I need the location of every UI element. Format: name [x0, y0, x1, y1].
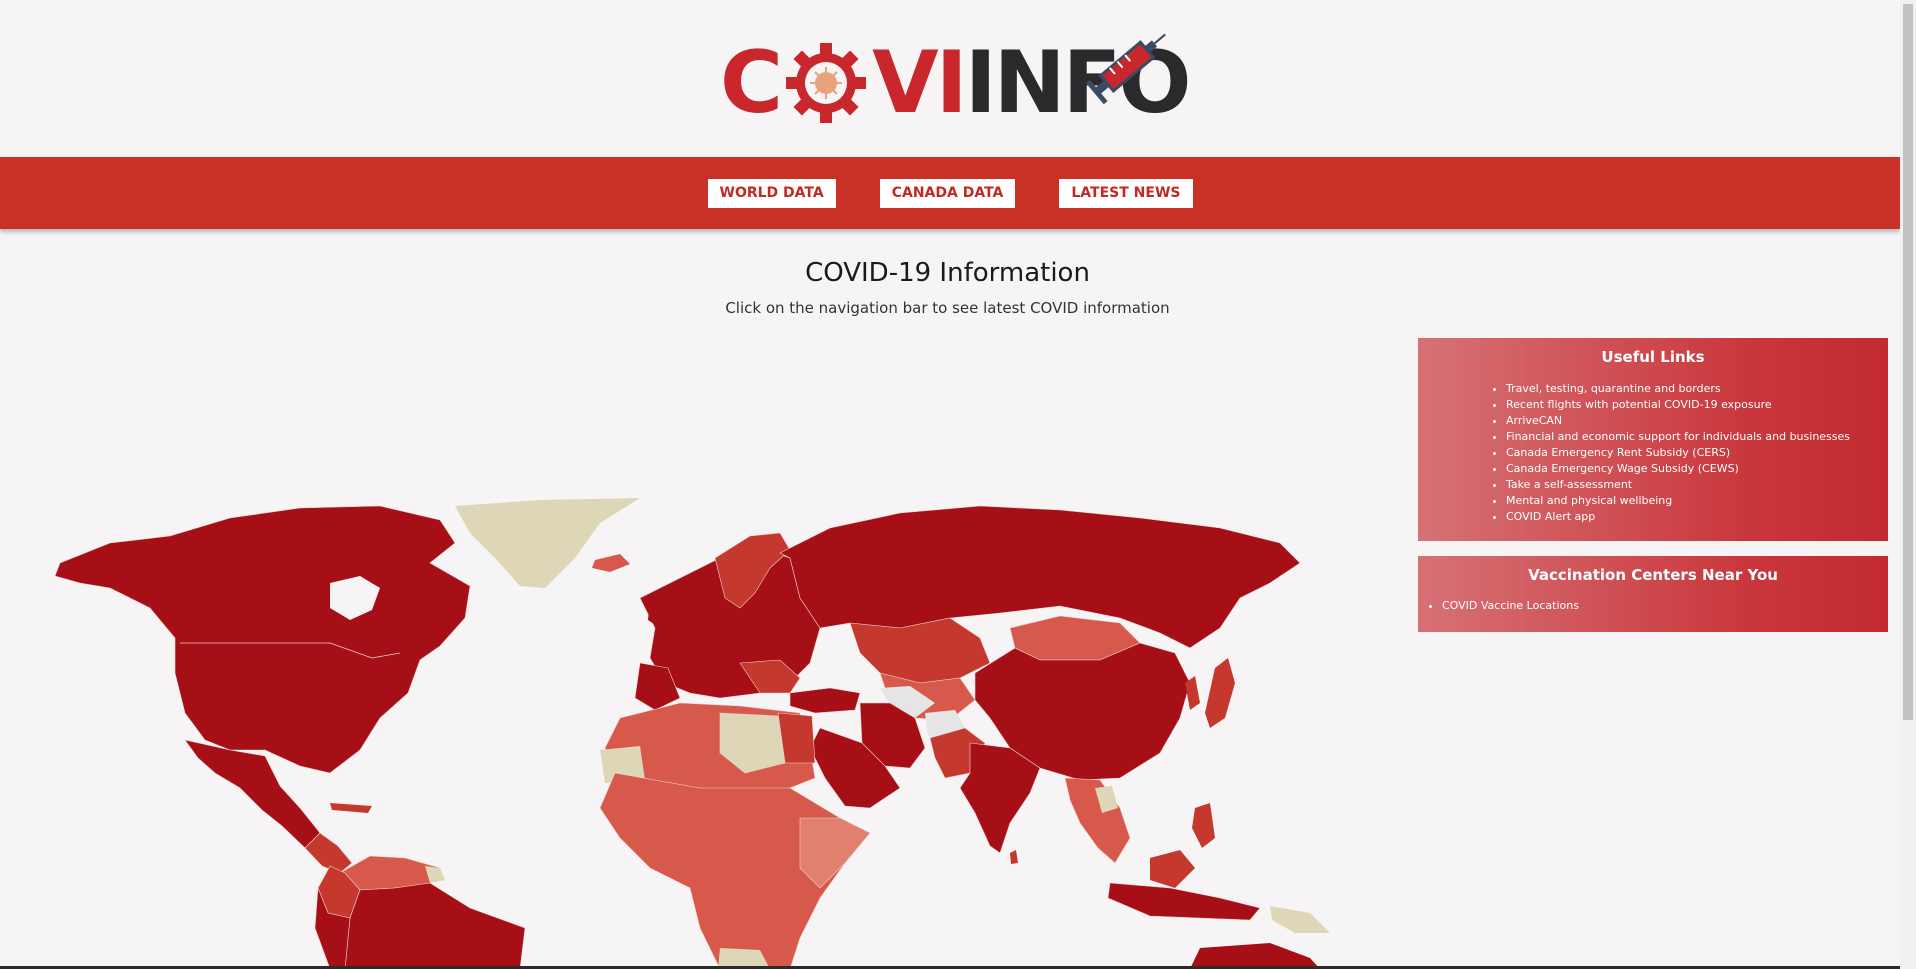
world-covid-map[interactable]	[0, 488, 1400, 969]
map-region-indonesia[interactable]	[1107, 882, 1261, 921]
map-region-turkmenistan[interactable]	[880, 686, 935, 718]
map-region-laos[interactable]	[1095, 786, 1118, 813]
map-region-guyana[interactable]	[425, 866, 445, 883]
map-region-iberia[interactable]	[634, 662, 681, 711]
useful-links-title: Useful Links	[1601, 348, 1705, 366]
site-header: C	[0, 0, 1900, 157]
coviinfo-logo[interactable]: C	[720, 18, 1192, 126]
logo-wordmark: C	[720, 33, 1192, 133]
map-region-papua[interactable]	[1270, 906, 1330, 933]
map-region-russia[interactable]	[779, 505, 1301, 649]
map-region-iceland[interactable]	[592, 554, 630, 572]
useful-link-wellbeing[interactable]: Mental and physical wellbeing	[1506, 493, 1888, 509]
map-region-philippines[interactable]	[1192, 803, 1215, 848]
nav-world-data[interactable]: WORLD DATA	[707, 178, 836, 208]
useful-link-financial-support[interactable]: Financial and economic support for indiv…	[1506, 429, 1888, 445]
map-region-scandinavia[interactable]	[714, 532, 791, 609]
logo-text-info: INFO	[964, 33, 1192, 133]
window-bottom-border	[0, 966, 1900, 969]
logo-text-vi: VI	[872, 33, 968, 133]
useful-link-arrivecan[interactable]: ArriveCAN	[1506, 413, 1888, 429]
syringe-icon	[1085, 33, 1166, 105]
map-region-japan[interactable]	[1205, 658, 1235, 728]
world-map-svg[interactable]	[0, 488, 1400, 969]
map-region-korea[interactable]	[1185, 676, 1200, 710]
map-region-north-america[interactable]	[54, 505, 471, 774]
vaccination-panel: Vaccination Centers Near You COVID Vacci…	[1418, 556, 1888, 632]
useful-link-covid-alert[interactable]: COVID Alert app	[1506, 509, 1888, 525]
useful-links-list: Travel, testing, quarantine and borders …	[1418, 381, 1888, 525]
map-border-line	[180, 642, 401, 659]
gear-virus-icon	[786, 43, 867, 123]
map-region-borneo[interactable]	[1150, 850, 1195, 888]
vaccination-title: Vaccination Centers Near You	[1528, 566, 1778, 584]
page-scrollbar[interactable]	[1900, 0, 1916, 969]
map-region-peru[interactable]	[314, 887, 351, 969]
map-region-china[interactable]	[974, 642, 1191, 781]
map-region-greenland[interactable]	[455, 498, 640, 588]
map-region-balkans[interactable]	[739, 659, 801, 694]
useful-link-cews[interactable]: Canada Emergency Wage Subsidy (CEWS)	[1506, 461, 1888, 477]
map-region-libya[interactable]	[719, 712, 786, 774]
map-region-sri-lanka[interactable]	[1010, 850, 1018, 864]
map-region-cuba[interactable]	[330, 803, 372, 813]
scrollbar-thumb[interactable]	[1903, 4, 1913, 720]
map-region-central-america[interactable]	[304, 832, 353, 874]
map-region-hudson-bay	[330, 576, 380, 620]
useful-link-travel[interactable]: Travel, testing, quarantine and borders	[1506, 381, 1888, 397]
useful-links-panel: Useful Links Travel, testing, quarantine…	[1418, 338, 1888, 541]
vaccine-locations-link[interactable]: COVID Vaccine Locations	[1442, 599, 1888, 612]
map-region-western-sahara[interactable]	[600, 746, 645, 783]
map-region-kazakhstan[interactable]	[849, 617, 991, 684]
map-region-brazil[interactable]	[344, 882, 526, 969]
page-subtitle: Click on the navigation bar to see lates…	[725, 299, 1170, 317]
logo-text-c: C	[720, 33, 783, 133]
map-region-uk[interactable]	[648, 593, 672, 628]
useful-link-recent-flights[interactable]: Recent flights with potential COVID-19 e…	[1506, 397, 1888, 413]
map-region-saudi-arabia[interactable]	[809, 727, 901, 809]
page-title: COVID-19 Information	[805, 258, 1090, 288]
useful-link-self-assessment[interactable]: Take a self-assessment	[1506, 477, 1888, 493]
map-region-southern-africa[interactable]	[718, 948, 770, 969]
nav-latest-news[interactable]: LATEST NEWS	[1059, 178, 1193, 208]
main-navbar: WORLD DATA CANADA DATA LATEST NEWS	[0, 157, 1900, 229]
map-region-australia[interactable]	[1190, 943, 1320, 969]
map-region-india[interactable]	[959, 742, 1041, 854]
nav-canada-data[interactable]: CANADA DATA	[879, 178, 1016, 208]
map-region-turkey[interactable]	[789, 687, 861, 714]
vaccination-list: COVID Vaccine Locations	[1418, 599, 1888, 612]
map-region-east-africa[interactable]	[799, 817, 871, 889]
useful-link-cers[interactable]: Canada Emergency Rent Subsidy (CERS)	[1506, 445, 1888, 461]
